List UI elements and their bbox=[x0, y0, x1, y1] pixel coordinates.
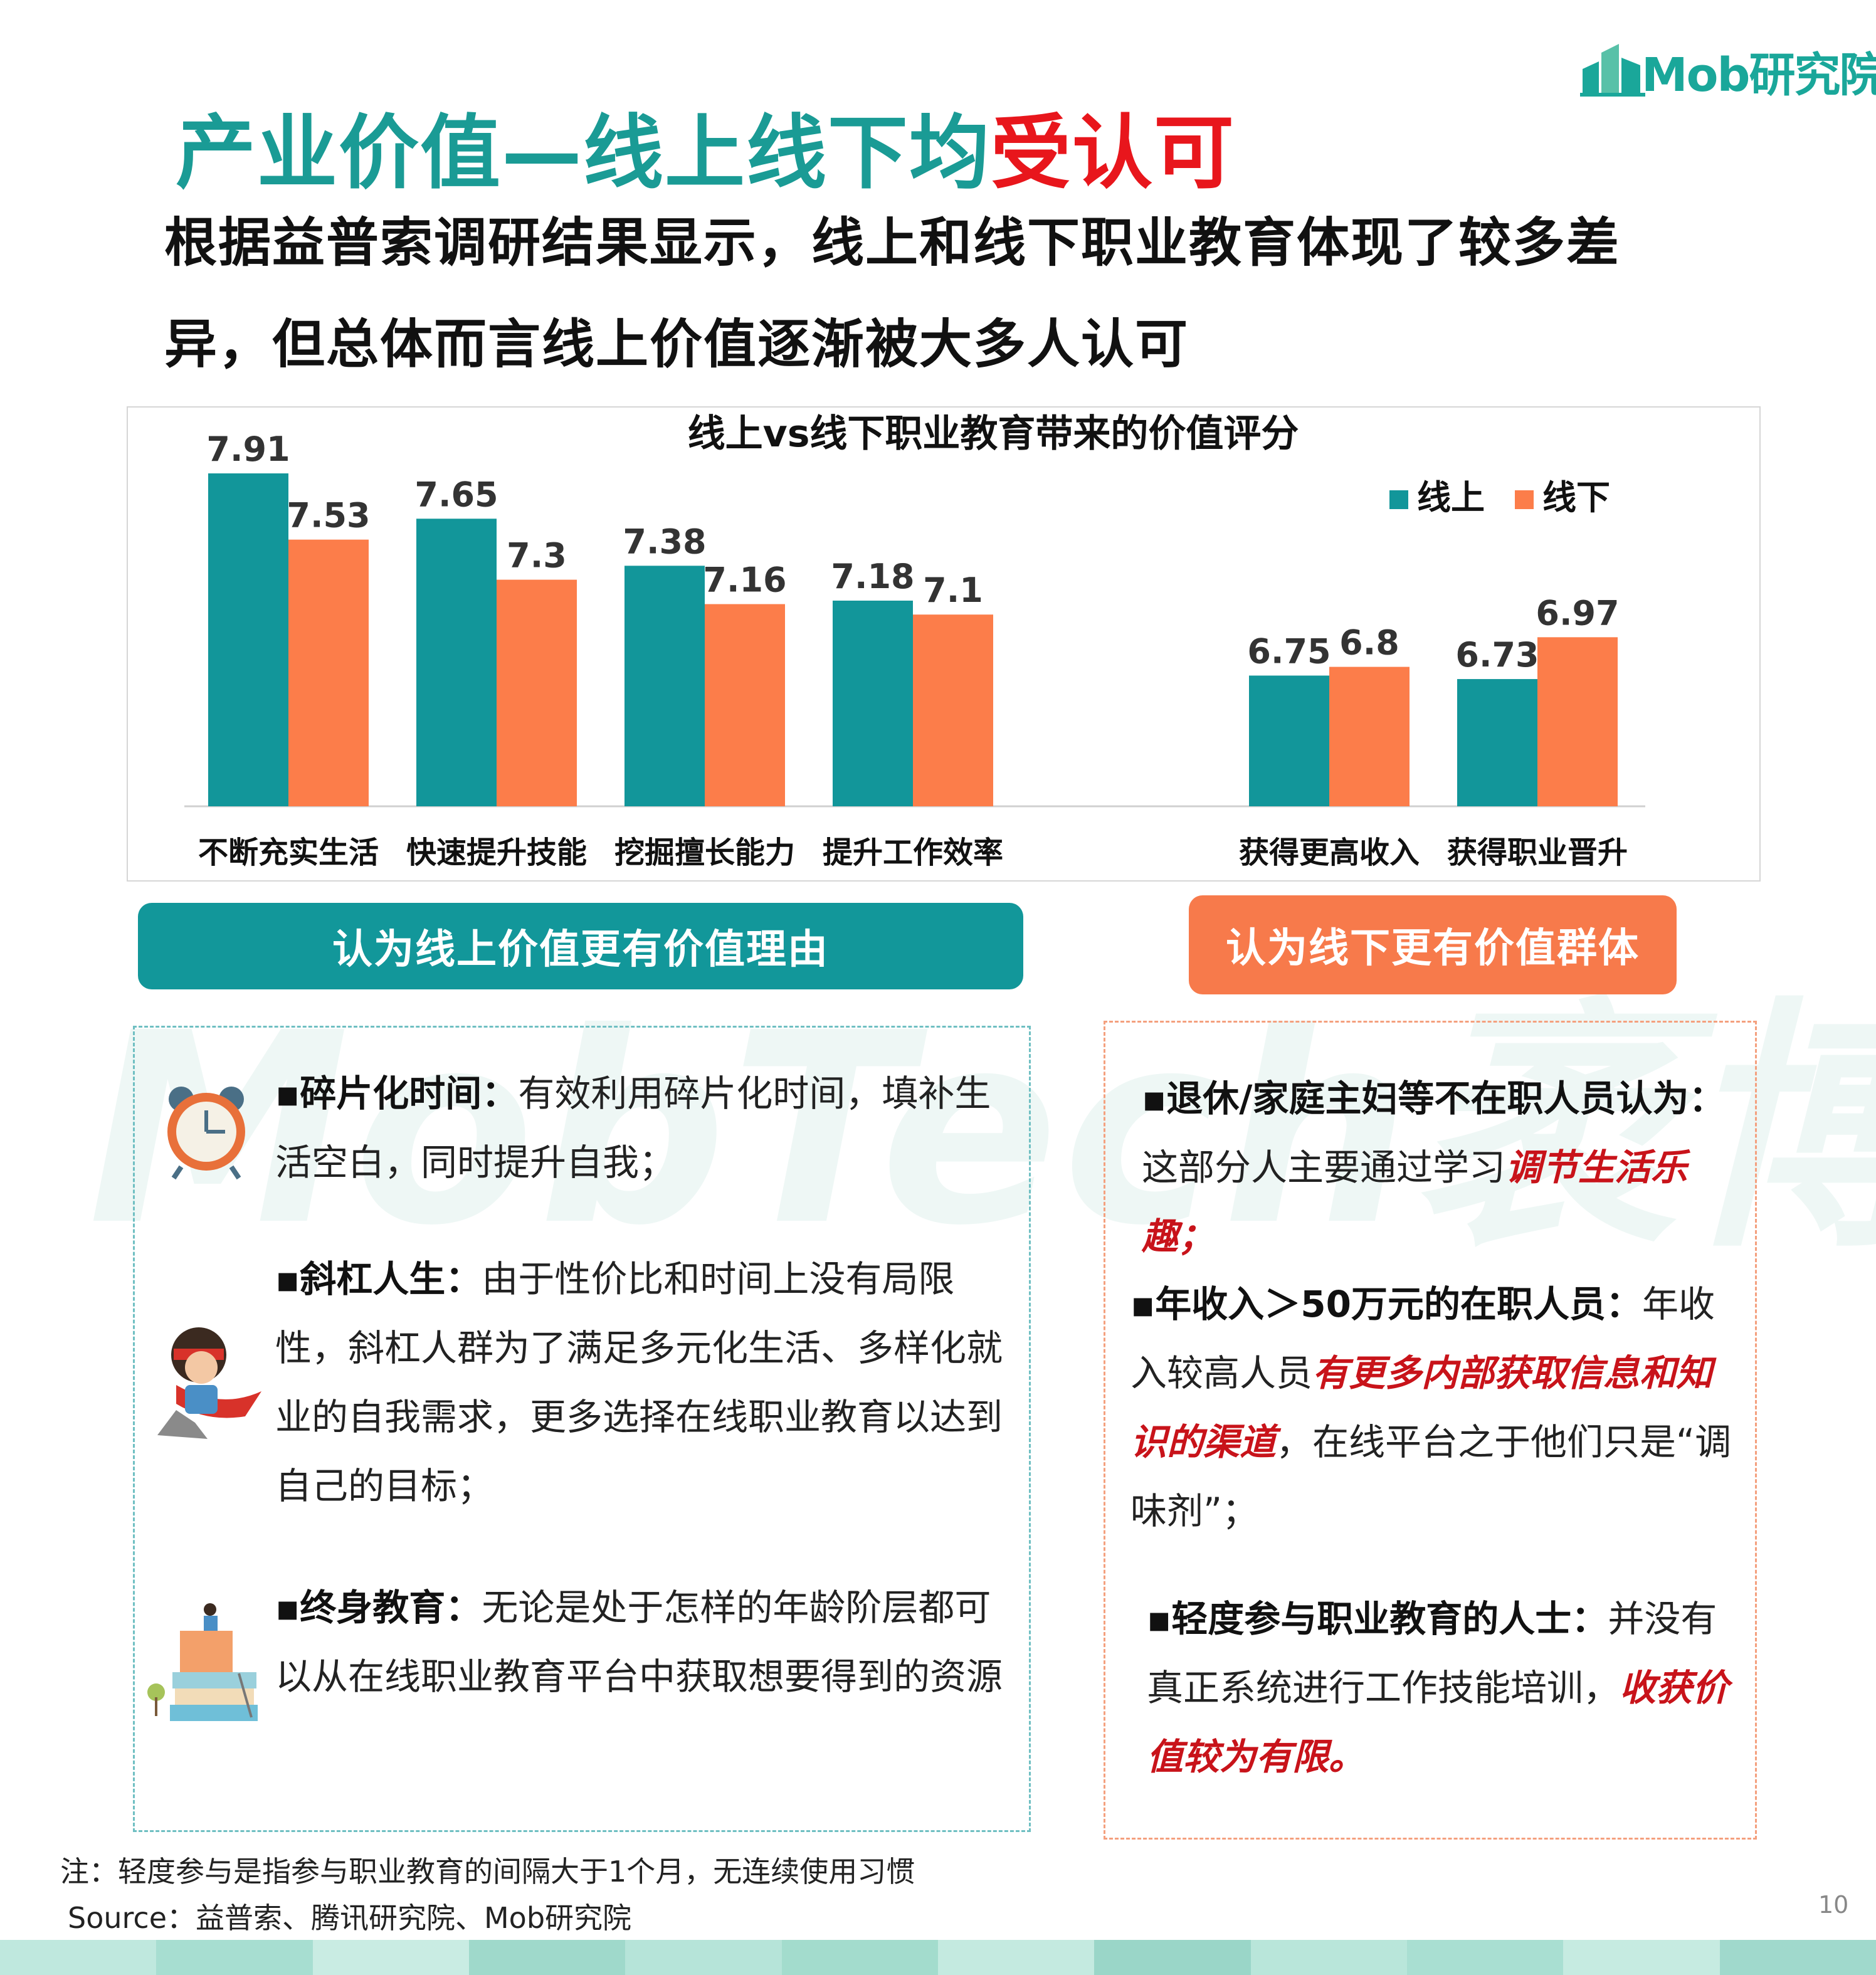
legend-label-1: 线上 bbox=[1417, 478, 1485, 517]
category-label: 挖掘擅长能力 bbox=[614, 835, 795, 870]
bar-offline-4 bbox=[913, 614, 993, 806]
online-reasons-panel: ▪碎片化时间：有效利用碎片化时间，填补生活空白，同时提升自我； ▪斜杠人生：由于… bbox=[133, 1026, 1031, 1832]
data-label: 6.73 bbox=[1455, 635, 1539, 675]
right-item-3: ▪轻度参与职业教育的人士：并没有真正系统进行工作技能培训，收获价值较为有限。 bbox=[1147, 1584, 1736, 1791]
data-label: 6.75 bbox=[1247, 632, 1331, 672]
title-accent: 受认可 bbox=[991, 107, 1235, 200]
right-item-3-head: ▪轻度参与职业教育的人士： bbox=[1147, 1598, 1608, 1640]
footnote: 注：轻度参与是指参与职业教育的间隔大于1个月，无连续使用习惯 bbox=[60, 1848, 915, 1895]
online-reasons-header: 认为线上价值更有价值理由 bbox=[138, 903, 1023, 989]
left-item-3: ▪终身教育：无论是处于怎样的年龄阶层都可以从在线职业教育平台中获取想要得到的资源 bbox=[275, 1573, 1003, 1711]
left-item-1-head: ▪碎片化时间： bbox=[275, 1072, 518, 1115]
data-label: 7.3 bbox=[507, 536, 567, 576]
mob-research-logo: Mob研究院 bbox=[1580, 30, 1862, 99]
data-label: 7.18 bbox=[831, 557, 914, 596]
left-item-1: ▪碎片化时间：有效利用碎片化时间，填补生活空白，同时提升自我； bbox=[275, 1059, 996, 1197]
footnotes: 注：轻度参与是指参与职业教育的间隔大于1个月，无连续使用习惯 Source：益普… bbox=[60, 1848, 915, 1941]
bar-online-4 bbox=[833, 601, 913, 806]
bar-offline-1 bbox=[288, 540, 369, 806]
page-title: 产业价值—线上线下均受认可 bbox=[176, 88, 1235, 204]
source-line: Source：益普索、腾讯研究院、Mob研究院 bbox=[60, 1895, 915, 1941]
logo-building-icon bbox=[1580, 30, 1649, 99]
bar-online-6 bbox=[1249, 676, 1329, 807]
footer-stripe bbox=[0, 1940, 1876, 1975]
legend-swatch-2 bbox=[1515, 490, 1534, 509]
data-label: 6.8 bbox=[1339, 623, 1399, 663]
book-stack-icon bbox=[145, 1598, 264, 1724]
bar-offline-7 bbox=[1537, 637, 1618, 806]
bar-online-1 bbox=[208, 473, 288, 806]
legend-swatch-1 bbox=[1389, 490, 1408, 509]
right-item-2-head: ▪年收入＞50万元的在职人员： bbox=[1130, 1283, 1642, 1325]
right-item-2: ▪年收入＞50万元的在职人员：年收入较高人员有更多内部获取信息和知识的渠道，在线… bbox=[1130, 1270, 1732, 1546]
data-label: 7.65 bbox=[414, 475, 498, 514]
right-item-1: ▪退休/家庭主妇等不在职人员认为：这部分人主要通过学习调节生活乐趣； bbox=[1142, 1064, 1737, 1271]
right-item-1-head: ▪退休/家庭主妇等不在职人员认为： bbox=[1142, 1077, 1726, 1120]
legend-label-2: 线下 bbox=[1542, 478, 1610, 517]
bar-online-2 bbox=[416, 519, 497, 806]
right-item-1-pre: 这部分人主要通过学习 bbox=[1142, 1146, 1505, 1189]
value-score-chart: 线上vs线下职业教育带来的价值评分 线上 线下 7.91 7.53 不断充实生活 7.65 7… bbox=[127, 406, 1761, 882]
category-label: 不断充实生活 bbox=[198, 835, 379, 870]
left-item-3-head: ▪终身教育： bbox=[275, 1586, 482, 1629]
title-main: 产业价值—线上线下均 bbox=[176, 107, 991, 200]
page-subtitle: 根据益普索调研结果显示，线上和线下职业教育体现了较多差异，但总体而言线上价值逐渐… bbox=[164, 192, 1707, 395]
data-label: 7.38 bbox=[623, 522, 706, 561]
data-label: 6.97 bbox=[1536, 593, 1619, 633]
offline-groups-header: 认为线下更有价值群体 bbox=[1189, 895, 1677, 994]
bar-offline-2 bbox=[497, 580, 577, 806]
bar-online-7 bbox=[1457, 679, 1537, 806]
data-label: 7.91 bbox=[206, 429, 290, 469]
data-label: 7.16 bbox=[703, 561, 786, 600]
category-label: 获得职业晋升 bbox=[1447, 835, 1628, 870]
category-label: 快速提升技能 bbox=[406, 835, 587, 870]
category-label: 提升工作效率 bbox=[823, 835, 1003, 870]
left-item-2-head: ▪斜杠人生： bbox=[275, 1258, 482, 1300]
bar-offline-3 bbox=[705, 604, 785, 806]
chart-title: 线上vs线下职业教育带来的价值评分 bbox=[688, 412, 1299, 456]
category-label: 获得更高收入 bbox=[1239, 835, 1420, 870]
offline-groups-panel: ▪退休/家庭主妇等不在职人员认为：这部分人主要通过学习调节生活乐趣； ▪年收入＞… bbox=[1104, 1021, 1757, 1840]
superhero-icon bbox=[151, 1322, 264, 1441]
bar-offline-6 bbox=[1329, 667, 1410, 806]
data-label: 7.1 bbox=[923, 571, 983, 610]
bar-online-3 bbox=[624, 566, 705, 806]
page-number: 10 bbox=[1818, 1891, 1848, 1919]
left-item-2: ▪斜杠人生：由于性价比和时间上没有局限性，斜杠人群为了满足多元化生活、多样化就业… bbox=[275, 1245, 1003, 1520]
alarm-clock-icon bbox=[162, 1080, 250, 1181]
logo-text: Mob研究院 bbox=[1641, 38, 1876, 105]
data-label: 7.53 bbox=[287, 496, 370, 535]
